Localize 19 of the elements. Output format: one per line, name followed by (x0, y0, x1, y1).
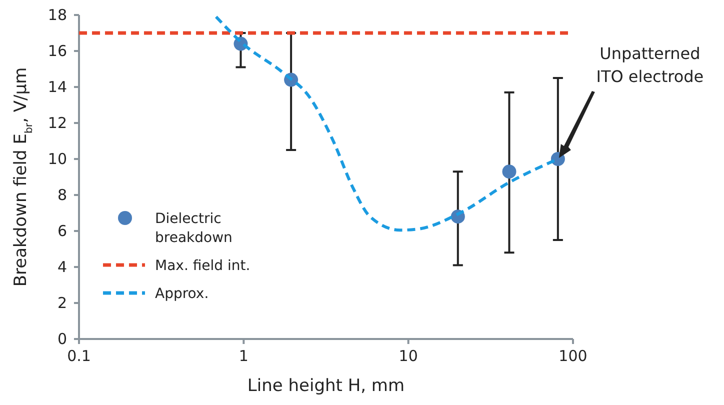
legend-label: Max. field int. (155, 258, 250, 274)
y-tick-label: 2 (57, 294, 67, 312)
x-tick-label: 1 (238, 347, 248, 365)
y-tick-label: 6 (57, 222, 67, 240)
y-tick-label: 18 (48, 6, 67, 24)
x-tick-label: 100 (558, 347, 588, 365)
text: Unpatterned ITO electrode (596, 44, 704, 86)
y-tick-label: 4 (57, 258, 67, 276)
y-tick-label: 12 (48, 114, 67, 132)
legend-label: Approx. (155, 286, 209, 302)
y-tick-label: 16 (48, 42, 67, 60)
x-tick-label: 0.1 (67, 347, 91, 365)
y-tick-label: 10 (48, 150, 67, 168)
x-tick-label: 10 (398, 347, 418, 365)
legend-label: Dielectric breakdown (155, 211, 232, 246)
y-tick-label: 14 (48, 78, 67, 96)
y-tick-label: 0 (57, 330, 67, 348)
y-tick-label: 8 (57, 186, 67, 204)
x-axis-title: Line height H, mm (247, 376, 405, 396)
